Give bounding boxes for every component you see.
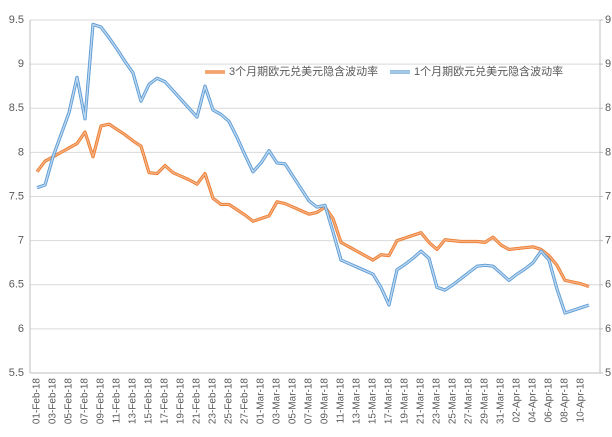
x-tick-label: 04-Apr-18 [528,378,539,423]
x-tick-label: 15-Mar-18 [368,378,379,425]
y2-tick-label: 9 [605,58,611,70]
legend-label: 1个月期欧元兑美元隐含波动率 [414,64,563,78]
x-tick-label: 17-Feb-18 [160,378,171,425]
x-tick-label: 25-Mar-18 [448,378,459,425]
x-tick-label: 07-Feb-18 [80,378,91,425]
x-tick-label: 13-Feb-18 [128,378,139,425]
x-tick-label: 15-Feb-18 [144,378,155,425]
x-tick-label: 07-Mar-18 [304,378,315,425]
x-tick-label: 08-Apr-18 [560,378,571,423]
y-tick-label: 5.5 [9,367,24,379]
x-tick-label: 21-Feb-18 [192,378,203,425]
x-tick-label: 13-Mar-18 [352,378,363,425]
x-tick-label: 02-Apr-18 [512,378,523,423]
x-tick-label: 09-Mar-18 [320,378,331,425]
x-tick-label: 03-Feb-18 [48,378,59,425]
x-tick-label: 01-Feb-18 [32,378,43,425]
y2-tick-label: 6 [605,279,611,291]
x-tick-label: 11-Feb-18 [112,378,123,424]
x-tick-label: 27-Feb-18 [240,378,251,425]
y-tick-label: 9 [18,58,24,70]
y2-tick-label: 9 [605,14,611,26]
x-tick-label: 23-Mar-18 [432,378,443,425]
x-tick-label: 27-Mar-18 [464,378,475,425]
x-tick-label: 11-Mar-18 [336,378,347,424]
x-tick-label: 05-Mar-18 [288,378,299,425]
y2-tick-label: 8 [605,102,611,114]
x-tick-label: 09-Feb-18 [96,378,107,425]
y-tick-label: 7 [18,235,24,247]
y-tick-label: 6 [18,323,24,335]
legend-label: 3个月期欧元兑美元隐含波动率 [229,64,378,78]
y2-tick-label: 7 [605,235,611,247]
x-tick-label: 19-Feb-18 [176,378,187,425]
y2-tick-label: 8 [605,146,611,158]
y-tick-label: 8.5 [9,102,24,114]
x-tick-label: 10-Apr-18 [576,378,587,423]
y2-tick-label: 7 [605,190,611,202]
y-tick-label: 7.5 [9,190,24,202]
x-tick-label: 06-Apr-18 [544,378,555,423]
x-tick-label: 29-Mar-18 [480,378,491,425]
x-tick-label: 05-Feb-18 [64,378,75,425]
y2-tick-label: 6 [605,323,611,335]
series-line [36,23,590,314]
x-tick-label: 01-Mar-18 [256,378,267,425]
x-tick-label: 21-Mar-18 [416,378,427,425]
x-tick-label: 19-Mar-18 [400,378,411,425]
x-tick-label: 03-Mar-18 [272,378,283,425]
y-tick-label: 9.5 [9,14,24,26]
x-tick-label: 23-Feb-18 [208,378,219,425]
series-line [36,123,590,288]
y-tick-label: 6.5 [9,279,24,291]
x-tick-label: 17-Mar-18 [384,378,395,425]
y2-tick-label: 5 [605,367,611,379]
x-tick-label: 31-Mar-18 [496,378,507,425]
x-tick-label: 25-Feb-18 [224,378,235,425]
y-tick-label: 8 [18,146,24,158]
